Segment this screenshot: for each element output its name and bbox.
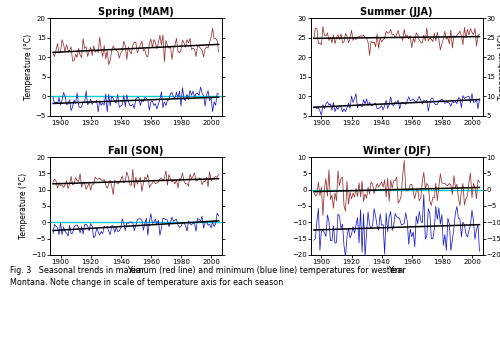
Y-axis label: Temperature (°C): Temperature (°C) <box>498 34 500 100</box>
Title: Winter (DJF): Winter (DJF) <box>362 146 430 156</box>
Text: Fig. 3   Seasonal trends in maximum (red line) and minimum (blue line) temperatu: Fig. 3 Seasonal trends in maximum (red l… <box>10 266 403 286</box>
Title: Summer (JJA): Summer (JJA) <box>360 7 433 17</box>
Title: Spring (MAM): Spring (MAM) <box>98 7 174 17</box>
X-axis label: Year: Year <box>388 266 406 275</box>
X-axis label: Year: Year <box>127 266 144 275</box>
Y-axis label: Temperature (°C): Temperature (°C) <box>19 173 28 239</box>
Title: Fall (SON): Fall (SON) <box>108 146 164 156</box>
Y-axis label: Temperature (°C): Temperature (°C) <box>24 34 33 100</box>
